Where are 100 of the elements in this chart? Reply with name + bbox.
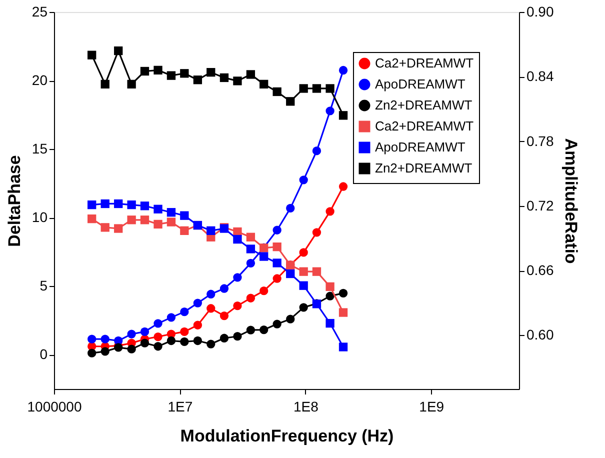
point: [114, 46, 123, 56]
point: [338, 66, 348, 75]
point: [206, 226, 216, 235]
point: [166, 336, 176, 346]
y-tick-label: 25: [32, 4, 48, 20]
point: [233, 332, 242, 341]
point: [114, 199, 123, 208]
x-tick-label: 1E9: [419, 398, 444, 414]
point: [286, 204, 295, 212]
y-tick-label: 0: [40, 346, 48, 362]
point: [272, 258, 282, 268]
point: [299, 248, 308, 257]
point: [246, 70, 256, 79]
point: [286, 97, 295, 106]
x-axis-title: ModulationFrequency (Hz): [180, 426, 394, 446]
legend-label: Zn2+DREAMWT: [375, 98, 472, 112]
point: [260, 286, 268, 296]
point: [260, 252, 268, 261]
point: [246, 244, 256, 254]
point: [154, 204, 162, 214]
point: [338, 111, 348, 120]
point: [154, 220, 162, 229]
point: [180, 226, 189, 235]
point: [220, 311, 229, 320]
point: [100, 223, 110, 232]
point: [233, 273, 242, 282]
point: [127, 344, 136, 354]
point: [193, 298, 202, 308]
point: [114, 224, 123, 233]
point: [127, 330, 136, 338]
point: [193, 336, 202, 346]
point: [260, 80, 268, 88]
point: [272, 242, 282, 252]
legend-label: ApoDREAMWT: [375, 76, 466, 92]
point: [206, 290, 216, 298]
point: [127, 80, 136, 88]
point: [326, 292, 334, 300]
point: [286, 269, 295, 278]
point: [312, 267, 322, 276]
x-tick-label: 1E8: [293, 398, 319, 414]
point: [206, 68, 216, 77]
point: [299, 84, 308, 93]
point: [206, 340, 216, 348]
point: [246, 258, 256, 268]
point: [233, 301, 242, 310]
point: [326, 106, 334, 116]
legend-label: Zn2+DREAMWT: [375, 160, 472, 176]
y-axis-title: DeltaPhase: [4, 155, 24, 247]
point: [180, 69, 189, 78]
point: [338, 288, 348, 298]
y2-axis-title: AmplitudeRatio: [562, 138, 581, 264]
point: [193, 320, 202, 330]
point: [88, 334, 96, 344]
y-tick-label: 5: [40, 278, 48, 294]
point: [299, 267, 308, 276]
point: [312, 84, 322, 93]
point: [326, 207, 334, 216]
point: [299, 176, 308, 184]
point: [193, 76, 202, 84]
point: [100, 347, 110, 356]
point: [260, 325, 268, 334]
x-tick-label: 1E7: [168, 398, 193, 414]
point: [166, 208, 176, 217]
point: [100, 334, 110, 344]
legend-label: Ca2+DREAMWT: [375, 118, 474, 134]
point: [127, 216, 136, 224]
point: [100, 80, 110, 88]
point: [180, 327, 189, 336]
legend-label: Ca2+DREAMWT: [375, 56, 474, 70]
point: [140, 216, 150, 224]
point: [220, 284, 229, 293]
point: [154, 66, 162, 74]
point: [180, 337, 189, 346]
point: [272, 226, 282, 234]
point: [338, 342, 348, 352]
point: [140, 202, 150, 210]
point: [220, 73, 229, 82]
point: [88, 348, 96, 358]
point: [220, 334, 229, 342]
point: [166, 71, 176, 80]
point: [140, 338, 150, 348]
point: [180, 211, 189, 220]
point: [88, 50, 96, 60]
point: [246, 232, 256, 242]
point: [206, 304, 216, 313]
y2-tick-label: 0.84: [526, 68, 554, 84]
point: [140, 66, 150, 76]
point: [166, 313, 176, 322]
point: [100, 199, 110, 208]
point: [88, 214, 96, 224]
y2-tick-label: 0.66: [526, 262, 554, 278]
point: [233, 76, 242, 86]
point: [154, 332, 162, 342]
point: [154, 319, 162, 328]
point: [180, 307, 189, 316]
legend-label: ApoDREAMWT: [375, 140, 466, 154]
point: [312, 228, 322, 237]
point: [246, 326, 256, 334]
y-tick-label: 10: [32, 209, 48, 226]
y-tick-label: 15: [32, 140, 48, 157]
